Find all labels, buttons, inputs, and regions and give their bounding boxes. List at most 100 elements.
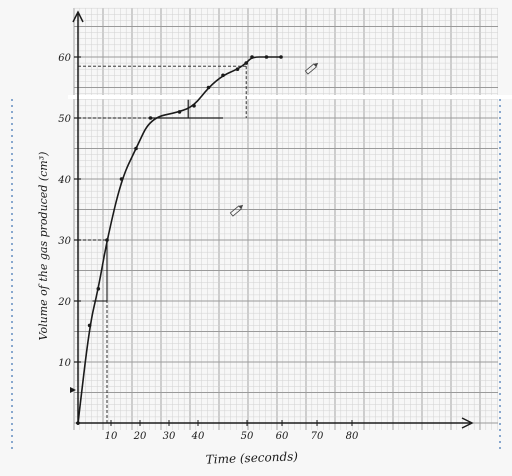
gap-dot bbox=[11, 351, 13, 353]
data-point bbox=[221, 73, 225, 78]
gap-dot bbox=[11, 111, 13, 113]
data-curve bbox=[76, 55, 283, 425]
gap-dot bbox=[499, 405, 501, 407]
gap-dot bbox=[11, 153, 13, 155]
gap-dot bbox=[499, 357, 501, 359]
gap-dot bbox=[499, 423, 501, 425]
gap-dot bbox=[11, 165, 13, 167]
gap-dot bbox=[499, 195, 501, 197]
x-tick-label: 80 bbox=[346, 431, 359, 442]
gap-dot bbox=[11, 417, 13, 419]
gap-dot bbox=[499, 399, 501, 401]
x-tick-label: 20 bbox=[133, 431, 147, 442]
gap-dot bbox=[499, 177, 501, 179]
gap-dot bbox=[11, 405, 13, 407]
gap-dot bbox=[499, 183, 501, 185]
axes bbox=[72, 10, 474, 429]
gap-dot bbox=[499, 387, 501, 389]
gap-dot bbox=[499, 261, 501, 263]
gap-dot bbox=[499, 273, 501, 275]
gap-dot bbox=[11, 369, 13, 371]
gap-dot bbox=[499, 189, 501, 191]
gap-dot bbox=[499, 219, 501, 221]
gap-dot bbox=[11, 261, 13, 263]
gap-dot bbox=[11, 297, 13, 299]
gap-dot bbox=[499, 321, 501, 323]
gap-dot bbox=[499, 243, 501, 245]
gap-dot bbox=[499, 111, 501, 113]
gap-dot bbox=[499, 333, 501, 335]
gap-dot bbox=[499, 225, 501, 227]
gap-dot bbox=[11, 183, 13, 185]
tick-labels: 10 20 30 40 50 60 70 80 10 20 30 40 50 60 bbox=[57, 53, 359, 442]
y-axis-label: Volume of the gas produced (cm³) bbox=[37, 152, 50, 341]
pencil-icon bbox=[304, 62, 319, 75]
gap-dot bbox=[11, 429, 13, 431]
gap-dot bbox=[11, 387, 13, 389]
x-tick-label: 40 bbox=[191, 431, 205, 442]
x-tick-label: 60 bbox=[276, 431, 289, 442]
gap-dot bbox=[11, 411, 13, 413]
gap-dot bbox=[499, 147, 501, 149]
x-axis-label: Time (seconds) bbox=[206, 449, 299, 466]
gap-dot bbox=[11, 225, 13, 227]
data-point bbox=[264, 55, 269, 59]
gap-dot bbox=[499, 135, 501, 137]
gap-dot bbox=[11, 435, 13, 437]
gap-dot bbox=[499, 417, 501, 419]
x-tick-label: 10 bbox=[105, 431, 118, 442]
gap-dot bbox=[499, 291, 501, 293]
gap-dot bbox=[499, 351, 501, 353]
gap-dot bbox=[499, 237, 501, 239]
gap-dot bbox=[499, 297, 501, 299]
data-point bbox=[177, 110, 182, 114]
data-point bbox=[96, 287, 101, 291]
gap-dot bbox=[11, 375, 13, 377]
gap-dot bbox=[499, 171, 501, 173]
gap-dot bbox=[499, 153, 501, 155]
gap-dot bbox=[499, 375, 501, 377]
data-point bbox=[87, 323, 92, 328]
gap-dot bbox=[499, 285, 501, 287]
y-tick-label: 20 bbox=[57, 297, 71, 308]
y-tick-label: 10 bbox=[58, 358, 71, 369]
gap-dot bbox=[499, 435, 501, 437]
data-point bbox=[206, 85, 211, 90]
gap-dot bbox=[11, 189, 13, 191]
gap-dot bbox=[11, 381, 13, 383]
gap-dot bbox=[499, 411, 501, 413]
gap-dot bbox=[499, 117, 501, 119]
gap-dot bbox=[499, 141, 501, 143]
gap-dot bbox=[11, 213, 13, 215]
gap-dot bbox=[11, 123, 13, 125]
gap-dot bbox=[499, 123, 501, 125]
data-point bbox=[148, 116, 153, 120]
gap-dot bbox=[11, 117, 13, 119]
data-point bbox=[105, 238, 109, 242]
y-tick-label: 40 bbox=[57, 175, 71, 186]
gap-dot bbox=[499, 363, 501, 365]
gap-dot bbox=[11, 327, 13, 329]
gap-dot bbox=[499, 165, 501, 167]
x-axis-arrow bbox=[461, 417, 474, 429]
gap-dot bbox=[11, 249, 13, 251]
data-point bbox=[119, 177, 124, 181]
gap-dot bbox=[499, 429, 501, 431]
gap-dot bbox=[11, 285, 13, 287]
gap-dot bbox=[11, 357, 13, 359]
gap-dot bbox=[11, 207, 13, 209]
data-point bbox=[76, 421, 80, 425]
y-tick-label: 60 bbox=[58, 53, 71, 64]
data-point bbox=[235, 67, 240, 71]
y-tick-label: 30 bbox=[58, 236, 71, 247]
gap-dot bbox=[499, 213, 501, 215]
gap-dot bbox=[11, 423, 13, 425]
pencil-icon bbox=[229, 204, 244, 217]
gap-dot bbox=[499, 129, 501, 131]
gap-dot bbox=[11, 105, 13, 107]
gap-dot bbox=[499, 327, 501, 329]
gap-dot bbox=[499, 441, 501, 443]
gap-dot bbox=[11, 321, 13, 323]
